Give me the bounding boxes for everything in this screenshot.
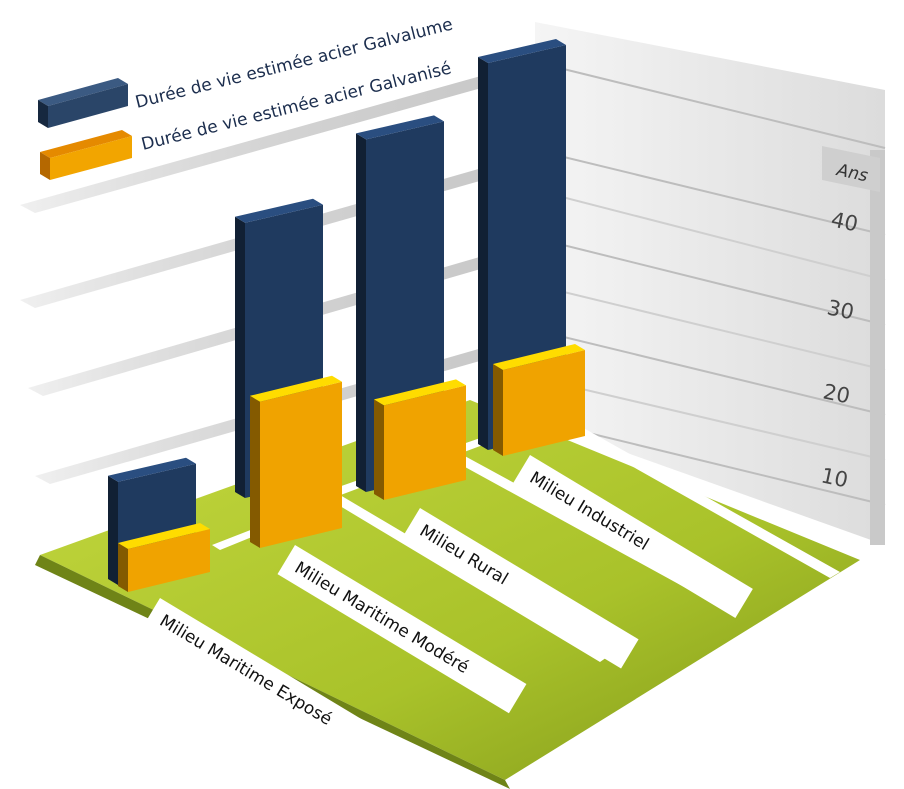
back-wall — [535, 22, 885, 545]
unit-tab — [822, 146, 880, 192]
wall-slat — [534, 284, 886, 371]
wall-slat — [534, 237, 886, 326]
bar-galvalume-3 — [478, 39, 566, 450]
wall-slat — [534, 377, 886, 461]
wall-slat — [534, 189, 886, 281]
wall-slat — [534, 149, 886, 236]
wall-slat — [534, 329, 886, 416]
grid-line — [20, 58, 560, 213]
y-tick-label: 10 — [819, 463, 850, 492]
y-tick-label: 30 — [825, 295, 856, 324]
y-ticks: 10 20 30 40 — [819, 207, 860, 492]
bar-galvanise-0 — [118, 523, 210, 592]
bar-galvanise-1 — [250, 375, 342, 548]
y-tick-label: 20 — [821, 379, 852, 408]
legend-swatch-galvanise — [40, 130, 132, 158]
legend-swatch-galvalume — [38, 78, 128, 106]
wall-slat — [534, 61, 886, 149]
bar-galvanise-2 — [374, 379, 466, 500]
wall-edge — [870, 150, 885, 545]
bar-galvanise-3 — [493, 344, 585, 456]
bars — [108, 39, 585, 592]
y-tick-label: 40 — [829, 207, 860, 236]
